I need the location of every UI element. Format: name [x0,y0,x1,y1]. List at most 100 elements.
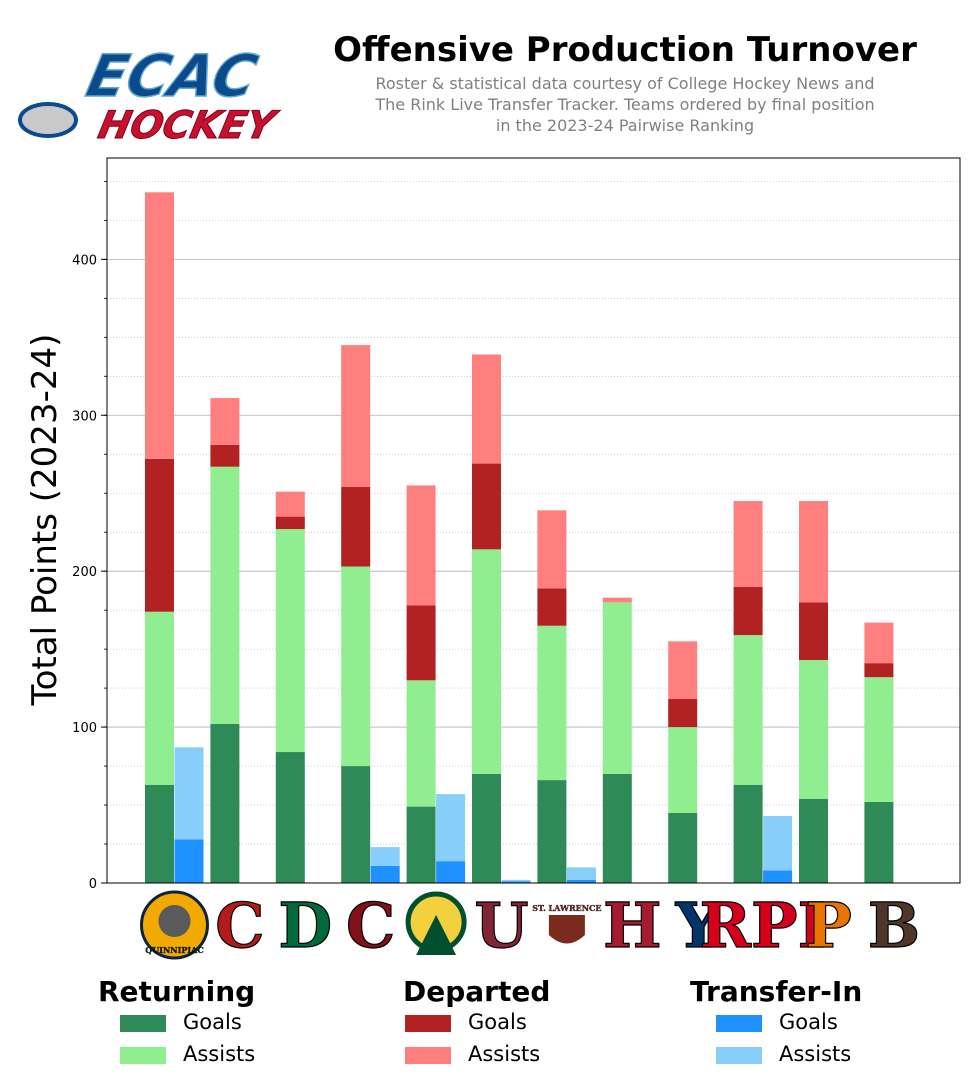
transfer-assists-bar [501,879,531,882]
transfer-assists-bar [370,847,400,866]
legend-title-departed: Departed [403,975,551,1008]
legend-swatch-departed-goals [405,1015,451,1032]
y-tick-label: 300 [72,409,97,424]
legend-title-transfer-in: Transfer-In [690,975,863,1008]
transfer-assists-bar [174,747,204,840]
logo-ecac-text: ECAC [81,48,263,110]
transfer-goals-bar [436,861,466,883]
departed-goals-bar [799,602,828,661]
departed-assists-bar [406,485,436,606]
team-logo-label: QUINNIPIAC [145,945,203,955]
team-logo-label: P [805,889,852,962]
transfer-goals-bar [763,870,793,883]
logo-hockey-text: HOCKEY [94,103,282,148]
transfer-goals-bar [566,879,596,883]
legend-swatch-transfer-goals [716,1015,762,1032]
bobcat-head-icon [158,905,191,937]
team-logo-label: B [868,889,920,962]
departed-assists-bar [341,345,371,487]
returning-assists-bar [537,625,567,781]
team-logo-label: C [215,889,264,962]
returning-assists-bar [799,660,828,799]
chart-title: Offensive Production Turnover [333,30,917,70]
team-logo-label: H [603,889,662,962]
departed-goals-bar [537,588,567,626]
returning-goals-bar [275,752,305,883]
returning-goals-bar [799,798,828,883]
departed-goals-bar [668,699,698,728]
returning-goals-bar [602,773,632,883]
returning-assists-bar [210,466,240,724]
departed-goals-bar [210,444,240,467]
team-logo-label: ST. LAWRENCE [532,903,601,913]
departed-goals-bar [341,486,371,567]
legend-label-transfer-assists: Assists [779,1042,852,1066]
legend-swatch-returning-assists [120,1047,166,1064]
returning-assists-bar [406,680,436,807]
transfer-goals-bar [370,865,400,883]
legend-swatch-transfer-assists [716,1047,762,1064]
departed-assists-bar [864,622,894,664]
legend-label-departed-assists: Assists [468,1042,541,1066]
legend-label-returning-goals: Goals [183,1010,242,1034]
departed-assists-bar [145,192,174,459]
departed-assists-bar [472,354,501,464]
team-logo-label: RPI [700,889,827,962]
transfer-goals-bar [174,839,204,883]
returning-goals-bar [210,723,240,883]
returning-goals-bar [537,780,567,883]
legend-swatch-departed-assists [405,1047,451,1064]
returning-goals-bar [668,812,698,883]
departed-goals-bar [864,663,894,678]
plot-frame [106,157,961,884]
returning-assists-bar [668,727,698,813]
returning-assists-bar [341,566,371,767]
subtitle-line-2: The Rink Live Transfer Tracker. Teams or… [375,95,875,114]
departed-assists-bar [733,501,763,587]
departed-assists-bar [602,597,632,603]
team-logo-label: Y [675,889,721,962]
departed-assists-bar [799,501,828,603]
y-axis-label: Total Points (2023-24) [25,334,65,707]
logo-puck-icon [18,102,78,138]
departed-goals-bar [145,458,174,612]
stacked-bar-chart: 0 100 200 300 400 Total Points (2023-24) QUINN… [25,157,961,963]
team-logo-label: D [278,889,332,962]
returning-goals-bar [406,806,436,883]
returning-goals-bar [472,773,501,883]
transfer-assists-bar [566,867,596,880]
returning-assists-bar [602,602,632,774]
departed-assists-bar [210,398,240,445]
transfer-goals-bar [501,881,531,883]
y-tick-label: 0 [89,877,97,892]
departed-goals-bar [472,463,501,550]
team-logo-label: C [346,889,395,962]
st-lawrence-shield-icon [548,915,585,944]
departed-goals-bar [275,516,305,530]
knight-shield-icon [416,915,457,955]
returning-assists-bar [145,611,174,785]
departed-assists-bar [537,510,567,589]
y-tick-label: 400 [72,253,97,268]
legend-title-returning: Returning [98,975,256,1008]
returning-assists-bar [472,549,501,774]
subtitle-line-1: Roster & statistical data courtesy of Co… [375,74,875,93]
returning-assists-bar [275,529,305,753]
departed-goals-bar [406,605,436,681]
returning-goals-bar [864,801,894,883]
departed-assists-bar [275,491,305,517]
y-tick-label: 200 [72,565,97,580]
legend-label-transfer-goals: Goals [779,1010,838,1034]
subtitle-line-3: in the 2023-24 Pairwise Ranking [495,116,755,135]
ecac-hockey-logo: ECAC HOCKEY [18,48,283,148]
team-logo-label: U [474,889,528,962]
returning-goals-bar [341,766,371,883]
transfer-assists-bar [436,794,466,862]
transfer-assists-bar [763,815,793,871]
returning-assists-bar [733,635,763,785]
departed-goals-bar [733,586,763,636]
legend-label-returning-assists: Assists [183,1042,256,1066]
returning-assists-bar [864,677,894,802]
legend-label-departed-goals: Goals [468,1010,527,1034]
returning-goals-bar [733,784,763,883]
